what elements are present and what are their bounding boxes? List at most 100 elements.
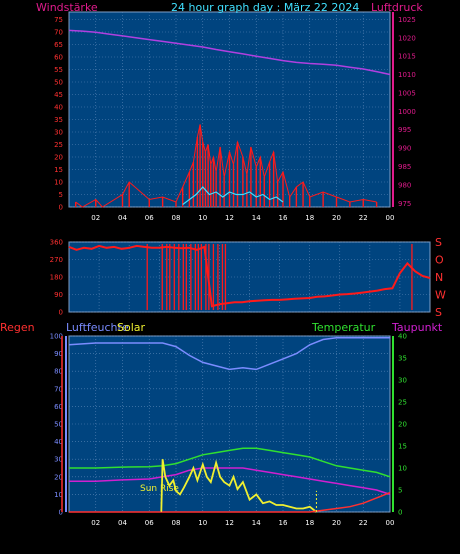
x-tick-label: 12 [225,214,234,222]
x-tick-label: 14 [252,214,261,222]
y-tick-label: 5 [59,191,63,199]
y-tick-label: 20 [54,473,63,481]
y2-tick-label: 1000 [398,108,416,116]
x-tick-label: 00 [386,214,395,222]
y-tick-label: 25 [54,141,63,149]
x-tick-label: 02 [91,214,100,222]
pressure-series [68,29,391,76]
temperature-series [69,447,391,478]
y2-tick-label: 1015 [398,53,416,61]
y-tick-label: 180 [50,274,63,282]
y-tick-label: 80 [54,368,63,376]
x-tick-label: 22 [359,519,368,527]
x-tick-label: 04 [118,214,127,222]
y2-tick-label: 975 [398,200,411,208]
y2-tick-label: 1025 [398,16,416,24]
x-tick-label: 06 [145,519,154,527]
right-axis-title: Luftdruck [371,1,423,14]
y-tick-label: 35 [54,116,63,124]
y2-tick-label: 985 [398,163,411,171]
y-tick-label: 90 [54,350,63,358]
y-tick-label: 270 [50,256,63,264]
temperature-label: Temperatur [312,321,376,334]
x-tick-label: 14 [252,519,261,527]
direction-label: O [435,254,444,267]
y-tick-label: 75 [54,16,63,24]
y2-tick-label: 1020 [398,34,416,42]
sun-rise-annotation: Sun Rise [140,484,179,494]
y-tick-label: 30 [54,456,63,464]
y2-tick-label: 35 [398,355,407,363]
direction-label: W [435,289,446,302]
left-axis-title: Windstärke [36,1,98,14]
y-tick-label: 40 [54,438,63,446]
humidity-series [68,337,390,371]
humidity-label: Luftfeuchte [66,321,129,334]
page-title: 24 hour graph day : März 22 2024 [171,1,360,14]
y-tick-label: 15 [54,166,63,174]
y-tick-label: 0 [59,204,63,212]
x-tick-label: 20 [332,214,341,222]
x-tick-label: 16 [279,519,288,527]
y2-tick-label: 0 [398,509,402,517]
x-tick-label: 10 [198,519,207,527]
y-tick-label: 0 [59,509,63,517]
x-tick-label: 12 [225,519,234,527]
y2-tick-label: 15 [398,443,407,451]
y-tick-label: 60 [54,54,63,62]
x-tick-label: 18 [305,214,314,222]
y2-tick-label: 1005 [398,89,416,97]
x-tick-label: 06 [145,214,154,222]
x-tick-label: 20 [332,519,341,527]
y-tick-label: 20 [54,154,63,162]
y-tick-label: 0 [59,309,63,317]
x-tick-label: 04 [118,519,127,527]
gust_cyan-series [182,186,284,205]
direction-label: S [435,306,442,319]
x-tick-label: 16 [279,214,288,222]
y-tick-label: 30 [54,129,63,137]
dewpoint-series [69,467,391,496]
y-tick-label: 70 [54,385,63,393]
solar-series [160,459,317,513]
y-tick-label: 65 [54,41,63,49]
y-tick-label: 70 [54,29,63,37]
y2-tick-label: 5 [398,487,402,495]
x-tick-label: 08 [172,214,181,222]
y2-tick-label: 30 [398,377,407,385]
wind-series [75,124,377,208]
y-tick-label: 360 [50,239,63,247]
y2-tick-label: 995 [398,126,411,134]
y-tick-label: 55 [54,66,63,74]
y-tick-label: 45 [54,91,63,99]
x-tick-label: 08 [172,519,181,527]
direction-label: S [435,236,442,249]
y2-tick-label: 40 [398,333,407,341]
y-tick-label: 10 [54,179,63,187]
x-tick-label: 10 [198,214,207,222]
direction-series [68,244,431,308]
y2-tick-label: 25 [398,399,407,407]
y-tick-label: 100 [50,333,63,341]
x-tick-label: 02 [91,519,100,527]
y-tick-label: 50 [54,421,63,429]
y2-tick-label: 980 [398,181,411,189]
rain-label: Regen [0,321,35,334]
solar-label: Solar [117,321,146,334]
direction-label: N [435,271,443,284]
y2-tick-label: 990 [398,145,411,153]
x-tick-label: 18 [305,519,314,527]
x-tick-label: 00 [386,519,395,527]
y-tick-label: 10 [54,491,63,499]
y-tick-label: 50 [54,79,63,87]
y2-tick-label: 20 [398,421,407,429]
dewpoint-label: Taupunkt [392,321,443,334]
y-tick-label: 40 [54,104,63,112]
x-tick-label: 22 [359,214,368,222]
y-tick-label: 60 [54,403,63,411]
y2-tick-label: 1010 [398,71,416,79]
y2-tick-label: 10 [398,465,407,473]
rain-series [69,491,391,513]
y-tick-label: 90 [54,291,63,299]
